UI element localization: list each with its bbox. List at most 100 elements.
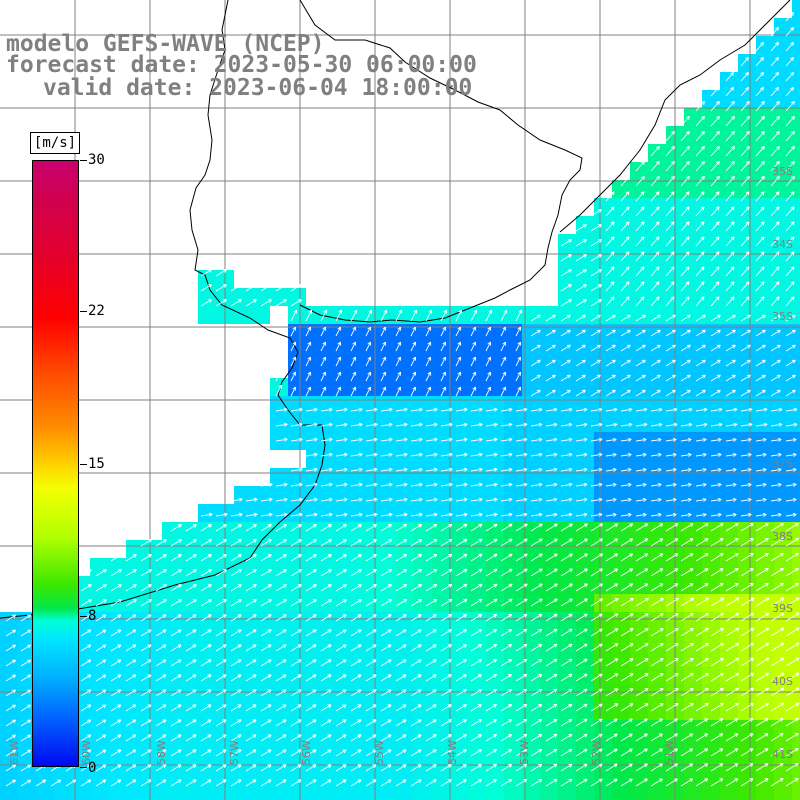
wind-vector xyxy=(770,407,783,412)
wind-speed-cell xyxy=(378,432,396,450)
wind-vector xyxy=(785,191,795,202)
wind-speed-cell xyxy=(270,540,288,558)
wind-vector xyxy=(440,341,447,352)
wind-speed-cell xyxy=(756,684,774,702)
wind-vector xyxy=(200,269,212,277)
wind-speed-cell xyxy=(36,792,54,800)
wind-vector xyxy=(680,314,691,322)
wind-speed-cell xyxy=(396,522,414,540)
wind-vector xyxy=(320,407,333,412)
wind-speed-cell xyxy=(378,666,396,684)
wind-speed-cell xyxy=(702,576,720,594)
wind-vector xyxy=(560,344,571,352)
wind-speed-cell xyxy=(306,558,324,576)
wind-speed-cell xyxy=(198,504,216,522)
wind-vector xyxy=(620,281,630,292)
wind-vector xyxy=(320,341,327,352)
wind-speed-cell xyxy=(252,288,270,306)
wind-speed-cell xyxy=(414,648,432,666)
wind-speed-cell xyxy=(108,576,126,594)
wind-speed-cell xyxy=(342,360,360,378)
wind-vector xyxy=(770,221,780,232)
wind-speed-cell xyxy=(180,540,198,558)
wind-speed-cell xyxy=(630,630,648,648)
wind-speed-cell xyxy=(324,558,342,576)
wind-speed-cell xyxy=(540,648,558,666)
wind-vector xyxy=(605,206,615,217)
wind-vector xyxy=(605,389,616,397)
wind-speed-cell xyxy=(342,648,360,666)
wind-speed-cell xyxy=(288,522,306,540)
wind-speed-cell xyxy=(648,558,666,576)
wind-vector xyxy=(350,356,357,367)
wind-speed-cell xyxy=(198,738,216,756)
wind-speed-cell xyxy=(162,684,180,702)
wind-speed-cell xyxy=(432,774,450,792)
wind-speed-cell xyxy=(468,504,486,522)
wind-speed-cell xyxy=(648,396,666,414)
wind-vector xyxy=(785,236,795,247)
wind-vector xyxy=(290,326,297,337)
wind-vector xyxy=(710,191,720,202)
wind-vector xyxy=(335,356,342,367)
wind-speed-cell xyxy=(792,486,800,504)
wind-vector xyxy=(695,344,706,352)
wind-speed-cell xyxy=(648,414,666,432)
wind-vector xyxy=(770,266,780,277)
wind-speed-cell xyxy=(630,396,648,414)
wind-vector xyxy=(635,374,646,382)
wind-speed-cell xyxy=(234,486,252,504)
wind-vector xyxy=(740,115,750,127)
lat-label: 34S xyxy=(772,238,793,251)
wind-vector xyxy=(275,422,288,427)
wind-speed-cell xyxy=(684,108,702,126)
wind-speed-cell xyxy=(576,594,594,612)
wind-speed-cell xyxy=(144,666,162,684)
wind-speed-cell xyxy=(252,504,270,522)
wind-speed-cell xyxy=(594,522,612,540)
wind-vector xyxy=(575,359,586,367)
wind-speed-cell xyxy=(486,486,504,504)
wind-speed-cell xyxy=(702,90,720,108)
wind-vector xyxy=(320,356,327,367)
wind-speed-cell xyxy=(630,648,648,666)
wind-vector xyxy=(530,329,541,337)
wind-speed-cell xyxy=(540,360,558,378)
wind-vector xyxy=(695,296,705,307)
wind-vector xyxy=(710,87,719,97)
wind-vector xyxy=(770,130,780,142)
wind-vector xyxy=(290,309,298,322)
wind-speed-cell xyxy=(396,702,414,720)
wind-speed-cell xyxy=(522,378,540,396)
wind-vector xyxy=(785,344,796,352)
wind-vector xyxy=(740,266,750,277)
wind-vector xyxy=(350,371,357,382)
wind-speed-cell xyxy=(792,270,800,288)
wind-speed-cell xyxy=(180,648,198,666)
wind-speed-cell xyxy=(18,684,36,702)
wind-speed-cell xyxy=(774,558,792,576)
lon-label: 54W xyxy=(446,740,459,765)
wind-speed-cell xyxy=(468,396,486,414)
wind-speed-cell xyxy=(648,288,666,306)
wind-speed-cell xyxy=(630,666,648,684)
wind-vector xyxy=(515,341,522,352)
wind-vector xyxy=(635,221,645,232)
wind-speed-cell xyxy=(342,414,360,432)
wind-speed-cell xyxy=(90,648,108,666)
wind-speed-cell xyxy=(540,774,558,792)
wind-vector xyxy=(755,221,765,232)
wind-speed-cell xyxy=(396,684,414,702)
wind-vector xyxy=(515,407,528,412)
wind-speed-cell xyxy=(486,738,504,756)
wind-vector xyxy=(785,374,796,382)
wind-speed-cell xyxy=(342,720,360,738)
wind-vector xyxy=(695,100,705,112)
wind-speed-cell xyxy=(612,270,630,288)
wind-speed-cell xyxy=(720,378,738,396)
wind-vector xyxy=(770,236,780,247)
wind-speed-cell xyxy=(702,144,720,162)
wind-speed-cell xyxy=(576,288,594,306)
wind-speed-cell xyxy=(720,72,738,90)
wind-speed-cell xyxy=(558,432,576,450)
